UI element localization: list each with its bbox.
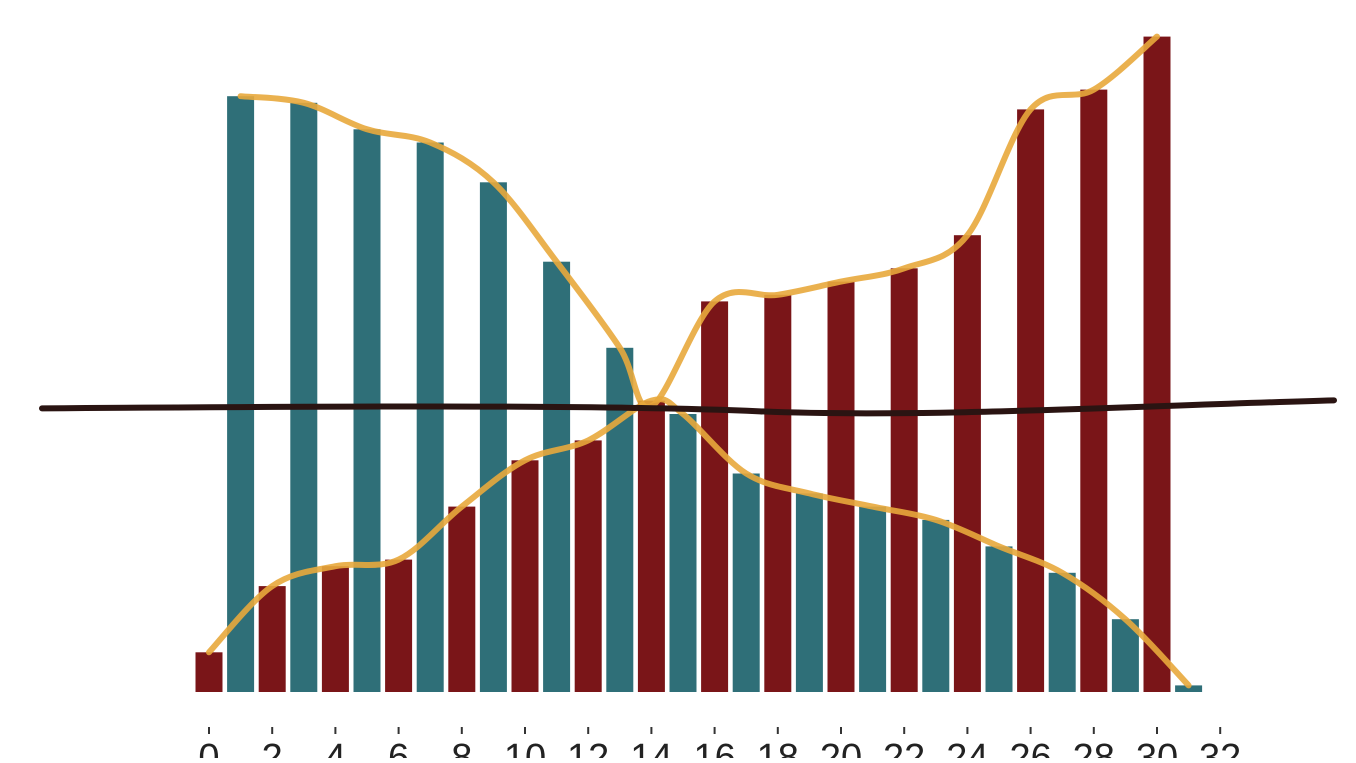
- bar-series1-x11: [543, 261, 571, 692]
- bar-series1-x15: [669, 414, 697, 692]
- bar-series1-x27: [1048, 572, 1076, 692]
- upper-trend-curve: [237, 33, 1160, 411]
- bar-series2-x24: [953, 235, 981, 692]
- bar-series1-x3: [290, 102, 318, 693]
- bar-series2-x30: [1143, 36, 1171, 693]
- curves-layer: [206, 33, 1192, 689]
- bar-series1-x5: [353, 129, 381, 693]
- bar-series1-x19: [795, 493, 823, 692]
- x-tick-label: 16: [693, 737, 735, 758]
- bar-series1-x9: [479, 182, 507, 693]
- x-tick-label: 28: [1073, 737, 1115, 758]
- x-tick-label: 22: [883, 737, 925, 758]
- x-tick-label: 4: [325, 737, 346, 758]
- bar-series2-x8: [448, 506, 476, 692]
- x-tick-label: 32: [1199, 737, 1241, 758]
- bar-series2-x10: [511, 460, 539, 692]
- x-tick-label: 6: [388, 737, 409, 758]
- bar-series1-x23: [922, 519, 950, 692]
- lower-trend-curve: [206, 396, 1192, 689]
- bar-series2-x4: [321, 566, 349, 692]
- bar-series1-x7: [416, 142, 444, 692]
- bar-series1-x31: [1175, 685, 1203, 692]
- bar-series1-x25: [985, 546, 1013, 692]
- bar-series2-x0: [195, 652, 223, 692]
- bar-series2-x2: [258, 586, 286, 692]
- x-tick-label: 0: [198, 737, 219, 758]
- divider-line: [39, 397, 1337, 417]
- bar-series2-x6: [385, 559, 413, 692]
- bar-series2-x16: [701, 301, 729, 692]
- bar-series1-x1: [227, 96, 255, 692]
- x-tick-label: 24: [946, 737, 988, 758]
- x-tick-label: 20: [820, 737, 862, 758]
- x-tick-label: 30: [1136, 737, 1178, 758]
- x-tick-label: 10: [504, 737, 546, 758]
- bar-series2-x22: [890, 268, 918, 692]
- bar-series2-x18: [764, 294, 792, 692]
- x-tick-label: 8: [451, 737, 472, 758]
- x-tick-label: 2: [262, 737, 283, 758]
- x-axis-ticks: 0 2 4 6 8 10 12 14 16 18 20 22 24 26 28 30 32: [198, 727, 1241, 763]
- bar-series2-x20: [827, 281, 855, 692]
- x-tick-label: 18: [757, 737, 799, 758]
- bar-series1-x17: [732, 473, 760, 692]
- bars-layer: [195, 36, 1203, 693]
- bar-series2-x12: [574, 440, 602, 692]
- bar-series1-x13: [606, 347, 634, 692]
- x-tick-label: 12: [567, 737, 609, 758]
- x-tick-label: 26: [1009, 737, 1051, 758]
- bar-series2-x26: [1017, 109, 1045, 692]
- bar-series2-x14: [637, 400, 665, 692]
- divider-layer: [39, 397, 1337, 417]
- bar-series1-x21: [859, 506, 887, 692]
- x-tick-label: 14: [630, 737, 672, 758]
